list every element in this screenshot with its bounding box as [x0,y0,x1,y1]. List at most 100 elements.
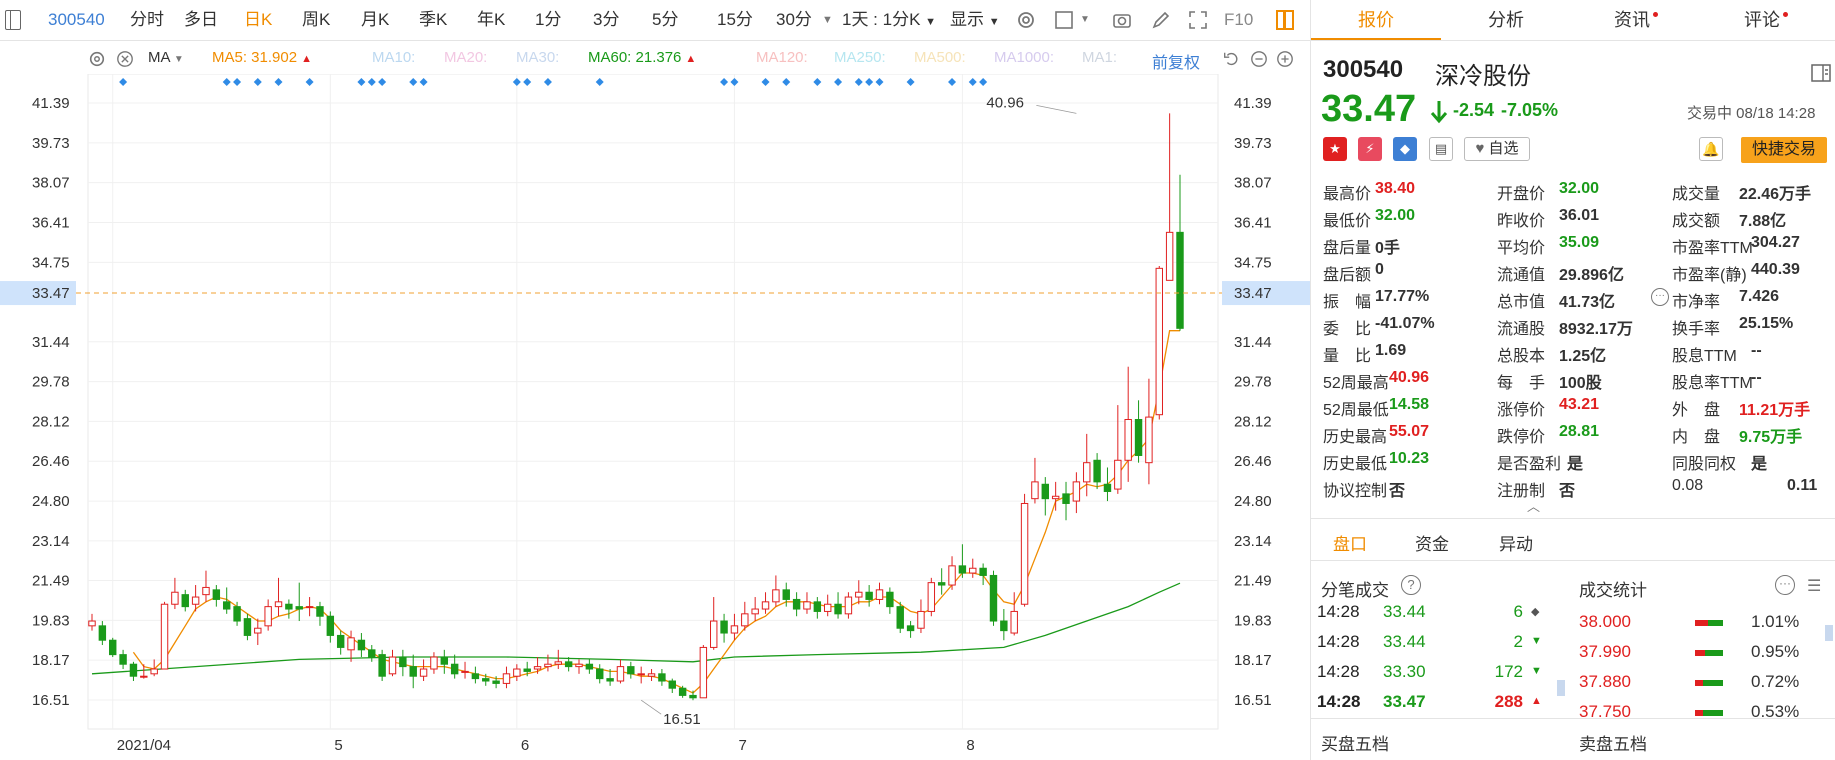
signal-marker [865,78,874,86]
chevron-down-icon: ▼ [988,16,1000,28]
stat-value: 0.11 [1787,477,1818,494]
ma-item-8[interactable]: MA1000: [994,49,1055,66]
scrollbar[interactable] [1557,680,1565,696]
chevron-up-icon[interactable]: ︿ [1527,499,1541,514]
hot-icon[interactable]: ⚡ [1358,137,1382,161]
sub-tab-2[interactable]: 异动 [1499,535,1533,554]
period-tab-10[interactable]: 15分 [717,10,753,29]
candlestick-chart[interactable]: 41.39 39.73 38.07 36.41 34.75 33.47 31.44 29.78… [0,74,1310,754]
period-tab-2[interactable]: 日K [244,10,273,29]
camera-icon[interactable] [1112,10,1132,30]
undo-icon[interactable] [1222,50,1240,68]
period-tab-4[interactable]: 月K [361,10,390,29]
stat-label: 最低价 [1323,213,1372,230]
close-icon[interactable] [116,50,134,68]
scrollbar[interactable] [1825,625,1833,641]
candle-body [699,646,708,699]
quote-tab-0[interactable]: 报价 [1311,0,1441,40]
candle-body [88,620,96,627]
sub-tab-0[interactable]: 盘口 [1333,535,1367,554]
x-tick-label: 8 [966,737,974,754]
stat-value: 41.73亿 [1559,294,1616,311]
period-tab-7[interactable]: 1分 [535,10,562,29]
y-tick-label: 24.80 [1234,493,1272,510]
y-tick-label: 28.12 [1234,413,1272,430]
chevron-down-icon[interactable]: ▼ [1080,14,1090,25]
stat-value: 40.96 [1389,369,1430,386]
f10-button[interactable]: F10 [1224,10,1254,29]
sidebar-toggle-icon[interactable] [5,10,21,30]
ma-item-0[interactable]: MA5: 31.902 ▲ [212,49,312,66]
period-tab-1[interactable]: 多日 [184,10,218,29]
settings-icon[interactable] [88,50,106,68]
quick-trade-button[interactable]: 快捷交易 [1741,137,1827,163]
chart-toolbar: 300540 分时 多日 日K 周K 月K 季K 年K 1分 3分 5分 15分 30分 ▼ 1天 : … [0,0,1310,41]
period-tab-3[interactable]: 周K [302,10,331,29]
signal-marker [409,78,418,86]
candle-body [202,586,210,596]
list-icon[interactable]: ☰ [1807,578,1822,595]
stat-label: 股息率TTM [1672,375,1753,392]
ma-type-select[interactable]: MA ▼ [148,49,184,66]
candle-body [1114,459,1122,490]
quote-tab-1[interactable]: 分析 [1488,10,1524,30]
quote-tab-2[interactable]: 资讯 [1571,0,1701,40]
candle-body [316,606,324,617]
more-icon[interactable]: ··· [1775,575,1795,595]
stat-value: 否 [1389,483,1406,500]
quote-tab-3[interactable]: 评论 [1701,0,1831,40]
deal-price: 37.990 [1579,642,1631,661]
sell-five-title: 卖盘五档 [1579,735,1647,754]
period-tab-5[interactable]: 季K [419,10,448,29]
range-select[interactable]: 1天 : 1分K ▼ [842,10,937,29]
candle-body [513,668,521,677]
watchlist-button[interactable]: ♥ 自选 [1464,137,1530,161]
ma-item-9[interactable]: MA1: [1082,49,1118,66]
candle-body [575,663,583,668]
stat-label: 量 比 [1323,348,1372,365]
period-tab-8[interactable]: 3分 [593,10,620,29]
candle-body [1165,231,1174,281]
display-menu[interactable]: 显示 ▼ [950,10,1000,29]
ma-item-6[interactable]: MA250: [834,49,886,66]
candle-body [647,673,656,677]
chevron-down-icon[interactable]: ▼ [822,14,833,26]
ma-item-1[interactable]: MA10: [372,49,416,66]
panel-toggle-icon[interactable] [1276,10,1294,30]
candle-body [450,663,459,675]
ma-item-3[interactable]: MA30: [516,49,560,66]
stat-value: 1.69 [1375,342,1407,359]
zoom-out-icon[interactable] [1250,50,1268,68]
current-price-tag [0,281,76,306]
bell-icon[interactable]: 🔔 [1699,137,1723,161]
fullscreen-icon[interactable] [1188,10,1208,30]
settings-icon[interactable] [1016,10,1036,30]
period-tab-6[interactable]: 年K [477,10,506,29]
current-price-tag [1222,281,1310,306]
candle-body [782,589,790,600]
more-icon[interactable]: ··· [1651,288,1669,306]
square-tool-icon[interactable] [1054,10,1074,30]
candle-body [606,678,614,682]
period-tab-11[interactable]: 30分 [776,10,812,29]
tag-icon[interactable]: ◆ [1393,137,1417,161]
sub-tab-1[interactable]: 资金 [1415,535,1449,554]
ma-item-7[interactable]: MA500: [914,49,966,66]
adjust-select[interactable]: 前复权 [1152,55,1201,72]
ma-item-5[interactable]: MA120: [756,49,808,66]
pen-icon[interactable] [1151,10,1171,30]
notes-icon[interactable]: ▤ [1429,137,1453,161]
candle-body [1083,462,1091,483]
stat-label: 同股同权 [1672,456,1737,473]
signal-marker [968,78,977,86]
zoom-in-icon[interactable] [1276,50,1294,68]
ma-item-2[interactable]: MA20: [444,49,488,66]
ma-item-4[interactable]: MA60: 21.376 ▲ [588,49,697,66]
period-tab-0[interactable]: 分时 [130,10,164,29]
period-tab-9[interactable]: 5分 [652,10,679,29]
stat-label: 平均价 [1497,240,1546,257]
sidebar-panel-icon[interactable] [1811,64,1831,82]
stat-label: 内 盘 [1672,429,1721,446]
stat-label: 盘后额 [1323,267,1372,284]
help-icon[interactable]: ? [1401,575,1421,595]
